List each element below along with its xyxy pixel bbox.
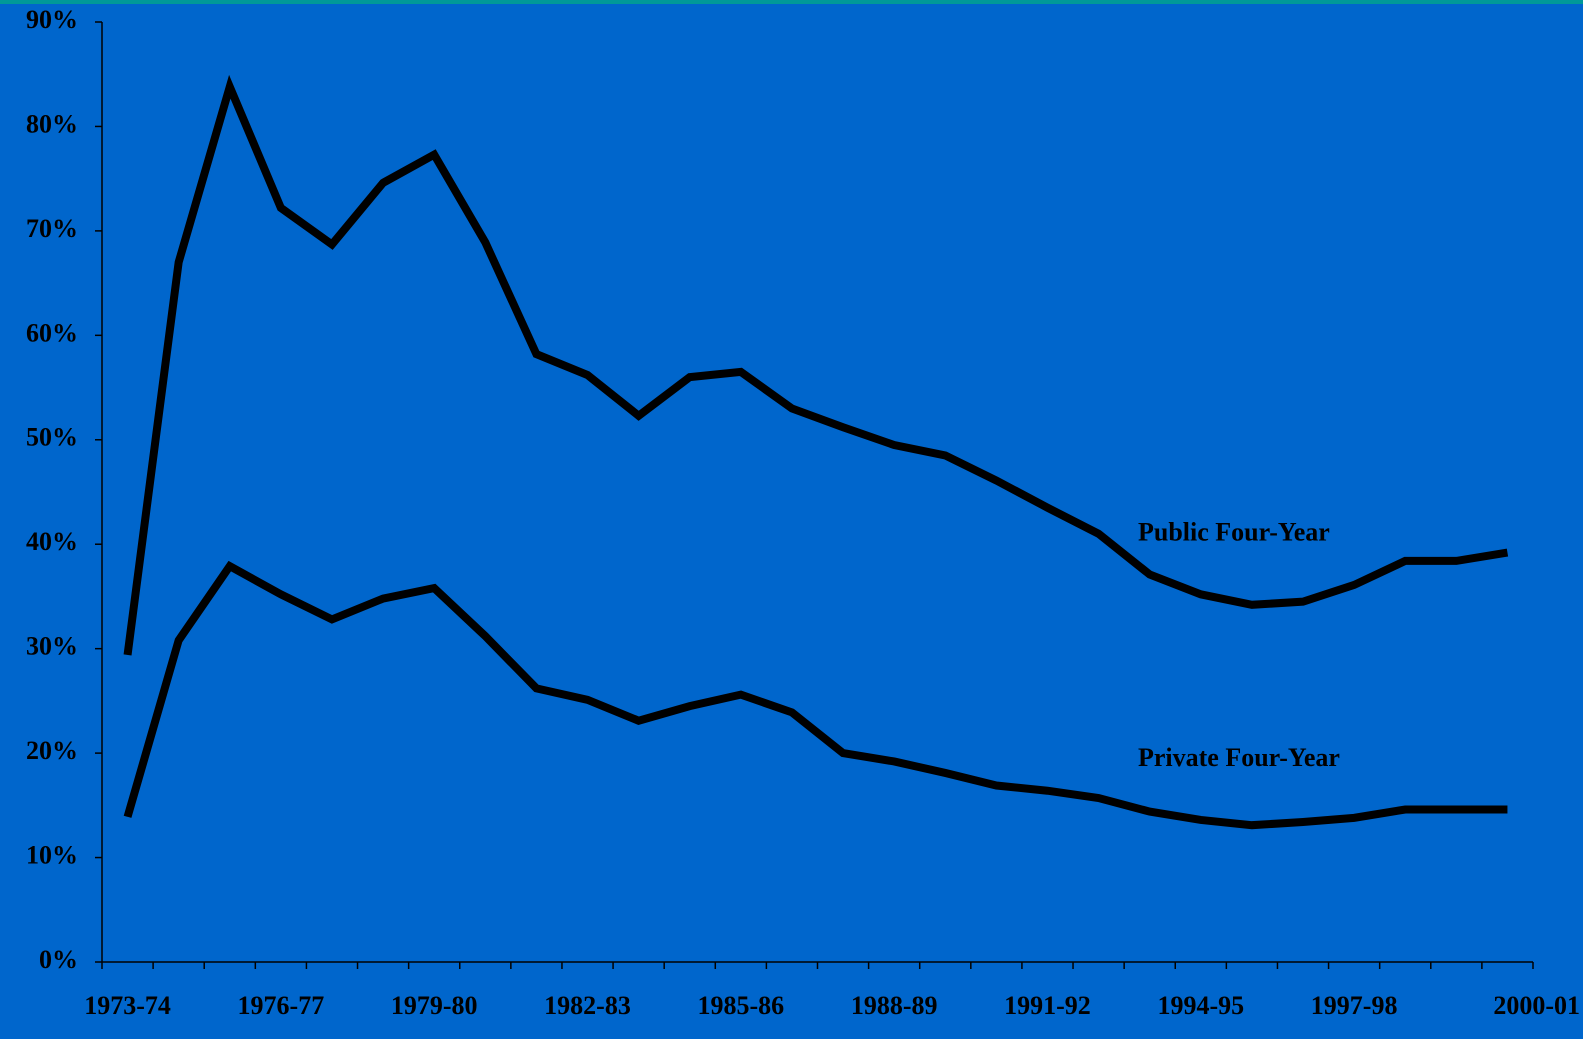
- x-tick-label: 1979-80: [391, 991, 478, 1020]
- x-tick-label: 1991-92: [1004, 991, 1091, 1020]
- x-tick-label: 1973-74: [84, 991, 171, 1020]
- x-tick-label: 2000-01: [1493, 991, 1580, 1020]
- x-tick-label: 1994-95: [1157, 991, 1244, 1020]
- y-tick-label: 70%: [26, 214, 78, 243]
- series-line: [123, 560, 1508, 830]
- x-tick-label: 1976-77: [238, 991, 325, 1020]
- x-tick-label: 1982-83: [544, 991, 631, 1020]
- y-tick-label: 60%: [26, 318, 78, 347]
- y-tick-label: 10%: [26, 841, 78, 870]
- series-label: Private Four-Year: [1138, 743, 1340, 772]
- top-stripe: [0, 0, 1583, 4]
- series-label: Public Four-Year: [1138, 517, 1330, 546]
- y-tick-label: 90%: [26, 5, 78, 34]
- x-tick-label: 1985-86: [698, 991, 785, 1020]
- y-tick-label: 50%: [26, 423, 78, 452]
- y-tick-label: 30%: [26, 632, 78, 661]
- y-tick-label: 80%: [26, 109, 78, 138]
- series-line: [123, 74, 1509, 656]
- x-tick-label: 1997-98: [1311, 991, 1398, 1020]
- x-tick-label: 1988-89: [851, 991, 938, 1020]
- y-tick-label: 0%: [39, 945, 78, 974]
- y-tick-label: 20%: [26, 736, 78, 765]
- y-tick-label: 40%: [26, 527, 78, 556]
